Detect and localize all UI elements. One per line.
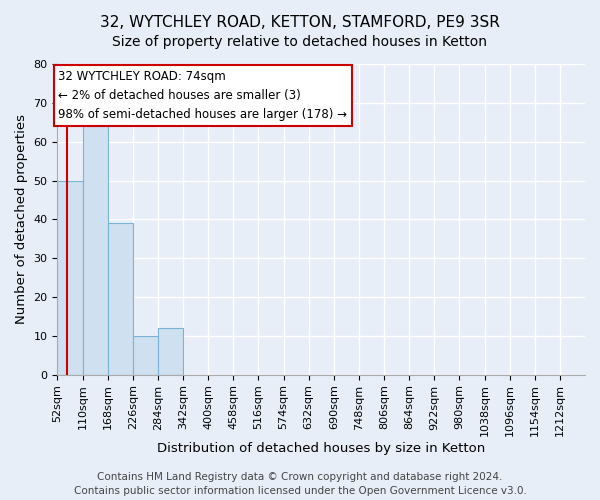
Text: Size of property relative to detached houses in Ketton: Size of property relative to detached ho… [113, 35, 487, 49]
Bar [58, 180, 83, 374]
Bar [133, 336, 158, 374]
Text: 32 WYTCHLEY ROAD: 74sqm
← 2% of detached houses are smaller (3)
98% of semi-deta: 32 WYTCHLEY ROAD: 74sqm ← 2% of detached… [58, 70, 347, 121]
Bar [107, 223, 133, 374]
Text: 32, WYTCHLEY ROAD, KETTON, STAMFORD, PE9 3SR: 32, WYTCHLEY ROAD, KETTON, STAMFORD, PE9… [100, 15, 500, 30]
Bar [83, 114, 107, 374]
Y-axis label: Number of detached properties: Number of detached properties [15, 114, 28, 324]
Bar [158, 328, 183, 374]
Text: Contains HM Land Registry data © Crown copyright and database right 2024.
Contai: Contains HM Land Registry data © Crown c… [74, 472, 526, 496]
X-axis label: Distribution of detached houses by size in Ketton: Distribution of detached houses by size … [157, 442, 485, 455]
